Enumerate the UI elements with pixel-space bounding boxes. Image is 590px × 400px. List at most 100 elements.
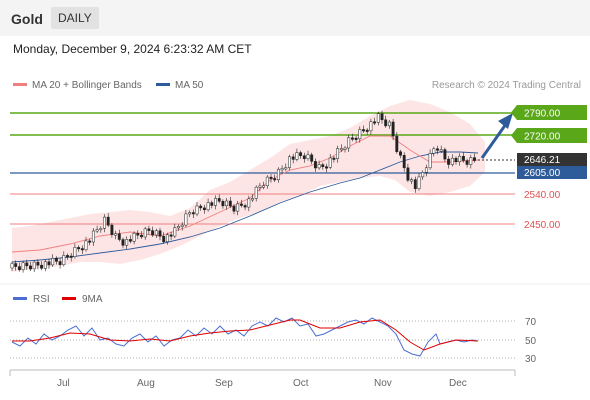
credit-text: Research © 2024 Trading Central [431, 80, 581, 91]
candle-body [325, 166, 328, 169]
candle-body [143, 228, 147, 238]
tag-pivot: 2605.00 [517, 166, 587, 179]
candle-body [177, 226, 180, 229]
candle-body [413, 179, 417, 190]
price-candles [10, 110, 476, 273]
candle-body [369, 121, 373, 132]
candle-body [365, 129, 369, 132]
candle-body [273, 178, 277, 181]
rsi-legend-swatch [13, 297, 27, 300]
candle-body [62, 255, 66, 265]
candle-body [147, 228, 151, 231]
ma20-line [11, 135, 479, 253]
candle-body [54, 257, 58, 262]
candle-body [465, 160, 469, 165]
candle-body [214, 198, 217, 206]
candle-body [47, 261, 51, 266]
candle-body [95, 229, 99, 232]
tag-r2: 2790.00 [511, 105, 587, 120]
candle-body [151, 230, 155, 236]
legend-ma50-swatch [156, 82, 170, 86]
x-label-dec: Dec [449, 378, 467, 389]
x-label-oct: Oct [293, 378, 309, 389]
candle-body [424, 167, 428, 173]
candle-body [243, 205, 247, 208]
candle-body [199, 205, 203, 209]
candle-body [110, 224, 114, 235]
candle-body [36, 261, 40, 266]
x-label-nov: Nov [374, 378, 392, 389]
candle-body [202, 207, 206, 211]
candle-body [58, 261, 62, 265]
candle-body [80, 248, 84, 251]
candle-body [265, 176, 269, 186]
candle-body [469, 157, 473, 165]
candle-body [461, 155, 465, 161]
header-bar: Gold DAILY [0, 0, 590, 36]
candle-body [428, 153, 432, 169]
candle-body [99, 228, 103, 231]
candle-body [40, 264, 44, 269]
candle-body [354, 137, 358, 140]
candle-body [317, 164, 321, 169]
tag-last: 2646.21 [517, 153, 587, 166]
candle-body [162, 235, 166, 243]
candle-body [310, 154, 314, 162]
candle-body [306, 154, 310, 160]
candle-body [125, 239, 129, 246]
candle-body [254, 186, 258, 199]
ma9-line [12, 319, 479, 351]
candle-body [43, 261, 47, 269]
candle-body [84, 240, 88, 250]
candle-body [128, 239, 132, 242]
candle-body [421, 172, 425, 178]
candle-body [17, 266, 21, 270]
candle-body [88, 240, 92, 243]
period-badge[interactable]: DAILY [51, 7, 99, 29]
candle-body [25, 262, 29, 267]
bollinger-band [12, 100, 485, 272]
candle-body [251, 198, 254, 201]
rsi-70-label: 70 [525, 317, 537, 328]
candle-body [399, 151, 402, 156]
candle-body [291, 156, 295, 160]
rsi-30-label: 30 [525, 354, 537, 365]
tag-s2-label: 2450.00 [524, 220, 561, 231]
tag-r2-label: 2790.00 [524, 109, 561, 120]
candle-body [132, 233, 136, 242]
tag-s1-label: 2540.00 [524, 190, 561, 201]
candle-body [269, 176, 273, 179]
timestamp: Monday, December 9, 2024 6:23:32 AM CET [13, 42, 252, 56]
candle-body [73, 247, 77, 257]
rsi-50-label: 50 [525, 336, 537, 347]
candle-body [188, 212, 192, 215]
candle-body [106, 216, 110, 226]
candle-body [121, 239, 125, 246]
candle-body [77, 247, 81, 250]
candle-body [343, 147, 347, 150]
legend-ma50-label: MA 50 [175, 80, 204, 91]
candle-body [350, 137, 354, 140]
asset-title: Gold [11, 11, 43, 27]
forecast-arrow-head [498, 113, 513, 129]
candle-body [406, 167, 410, 181]
candle-body [439, 149, 443, 152]
candle-body [195, 205, 199, 215]
candle-body [69, 255, 73, 258]
candle-body [210, 202, 214, 206]
ma9-legend-label: 9MA [82, 294, 103, 305]
candle-body [236, 203, 240, 212]
candle-body [66, 255, 69, 258]
candle-body [14, 263, 18, 267]
candle-body [458, 155, 462, 163]
candle-body [165, 234, 169, 243]
candle-body [473, 157, 476, 161]
candle-body [206, 202, 210, 211]
candle-body [332, 157, 336, 160]
candle-body [321, 164, 325, 167]
tag-r1-label: 2720.00 [524, 132, 561, 143]
candle-body [184, 213, 188, 226]
candle-body [384, 119, 388, 127]
candle-body [173, 227, 177, 237]
